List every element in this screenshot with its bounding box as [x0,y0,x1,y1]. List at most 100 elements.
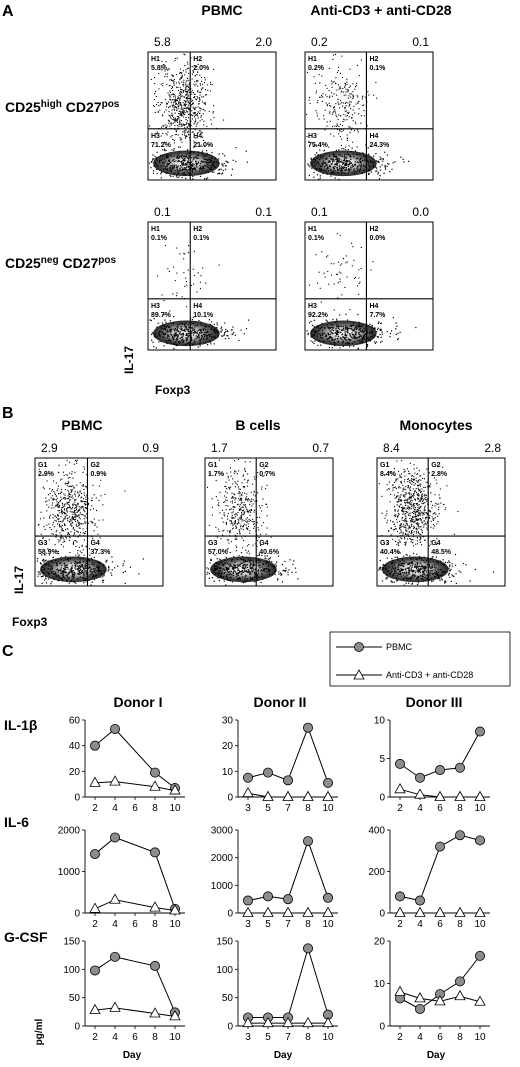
point-pbmc [394,758,405,769]
y-tick-label: 1000 [58,867,81,878]
upper-right-count: 0.7 [312,441,329,455]
quadrant-percent: 75.4% [308,142,329,149]
quadrant-percent: 48.5% [431,549,452,556]
quadrant-id: G3 [38,540,47,547]
point-stim [394,782,406,794]
chart-gcsf-2: 0 50 100 150 3 5 7 8 10 [216,937,338,1043]
y-tick-label: 10 [374,716,386,727]
x-tick-label: 10 [474,919,486,930]
quadrant-percent: 57.0% [208,549,229,556]
x-tick-label: 4 [112,1032,118,1043]
x-tick-label: 2 [92,803,98,814]
quadrant-id: H3 [308,133,317,140]
point-pbmc [282,894,293,905]
point-pbmc [474,835,485,846]
point-stim [149,1007,161,1018]
y-tick-label: 0 [74,793,80,804]
quadrant-percent: 0.7% [259,471,276,478]
point-stim [394,906,406,917]
quadrant-id: H3 [151,303,160,310]
quadrant-percent: 58.9% [38,549,59,556]
point-pbmc [474,950,485,961]
x-tick-label: 8 [305,803,311,814]
upper-left-count: 2.9 [41,441,58,455]
point-pbmc [454,830,465,841]
y-tick-label: 0 [227,793,233,804]
chart-gcsf-1: 0 50 100 150 2 4 6 8 10 [63,937,185,1043]
event-dots [149,53,248,180]
quadrant-percent: 7.7% [369,312,386,319]
x-tick-label: 10 [474,803,486,814]
chart-il6-3: 0 200 400 2 4 6 8 10 [368,826,490,930]
chart-gcsf-3: 0 10 20 2 4 6 8 10 [374,937,490,1043]
point-stim [434,906,446,917]
point-pbmc [149,847,160,858]
point-stim [109,893,121,904]
panel-c-row-label-il1b: IL-1β [4,717,38,733]
x-tick-label: 3 [245,919,251,930]
quadrant-percent: 40.6% [259,549,280,556]
panel-b-col-title-pbmc: PBMC [61,417,102,433]
flow-plot-a-row1-pbmc: H1 5.8% H2 2.0% H3 71.2% H4 21.0% 5.8 2.0 [147,35,277,181]
point-pbmc [90,740,101,751]
quadrant-id: H1 [308,56,317,63]
chart-il1-2: 0 10 20 30 3 5 7 8 10 [222,716,338,814]
point-stim [282,906,294,917]
quadrant-id: G1 [208,462,217,469]
upper-right-count: 0.1 [412,35,429,49]
event-dots [378,460,495,586]
point-stim [454,989,466,1001]
x-tick-label: 8 [152,803,158,814]
y-tick-label: 20 [222,741,234,752]
panel-c-row-label-il6: IL-6 [4,814,29,830]
event-dots [36,459,145,586]
quadrant-id: H1 [151,226,160,233]
x-tick-label: 10 [322,919,334,930]
point-stim [414,992,426,1003]
y-tick-label: 50 [69,993,81,1004]
quadrant-id: G3 [380,540,389,547]
y-tick-label: 100 [216,965,233,976]
x-tick-label: 5 [265,803,271,814]
series-line-pbmc [94,956,176,1013]
point-stim [474,906,486,917]
y-tick-label: 200 [368,867,385,878]
point-stim [414,906,426,917]
y-tick-label: 50 [222,993,234,1004]
panel-c-title-donor-2: Donor II [254,694,307,710]
point-pbmc [434,841,445,852]
point-pbmc [394,891,405,902]
x-tick-label: 6 [437,1032,443,1043]
series-line-stim [94,1007,176,1017]
point-stim [169,904,181,915]
quadrant-id: H2 [193,226,202,233]
y-tick-label: 3000 [211,826,234,837]
point-pbmc [414,772,425,783]
upper-right-count: 2.8 [484,441,501,455]
x-tick-label: 8 [457,919,463,930]
panel-c-title-donor-1: Donor I [114,694,163,710]
panel-letter-c: C [2,643,14,660]
quadrant-percent: 0.1% [308,235,325,242]
quadrant-percent: 24.3% [369,142,390,149]
point-stim [322,790,334,801]
point-pbmc [282,775,293,786]
panel-a-x-axis-title: Foxp3 [155,383,191,397]
y-tick-label: 40 [69,741,81,752]
quadrant-percent: 2.8% [431,471,448,478]
point-stim [262,790,274,801]
x-tick-label: 7 [285,919,291,930]
x-tick-label: 2 [397,919,403,930]
x-tick-label: 2 [92,1032,98,1043]
flow-plot-b-pbmc: G1 2.9% G2 0.9% G3 58.9% G4 37.3% 2.9 0.9 [34,441,164,587]
point-stim [262,906,274,917]
x-tick-label: 10 [322,1032,334,1043]
point-pbmc [434,765,445,776]
panel-c-x-title-donor-1: Day [123,1050,142,1061]
y-tick-label: 1000 [211,881,234,892]
point-stim [322,1016,334,1028]
point-stim [169,784,181,795]
density-blob [310,320,377,347]
quadrant-id: G4 [90,540,99,547]
quadrant-id: H3 [151,133,160,140]
